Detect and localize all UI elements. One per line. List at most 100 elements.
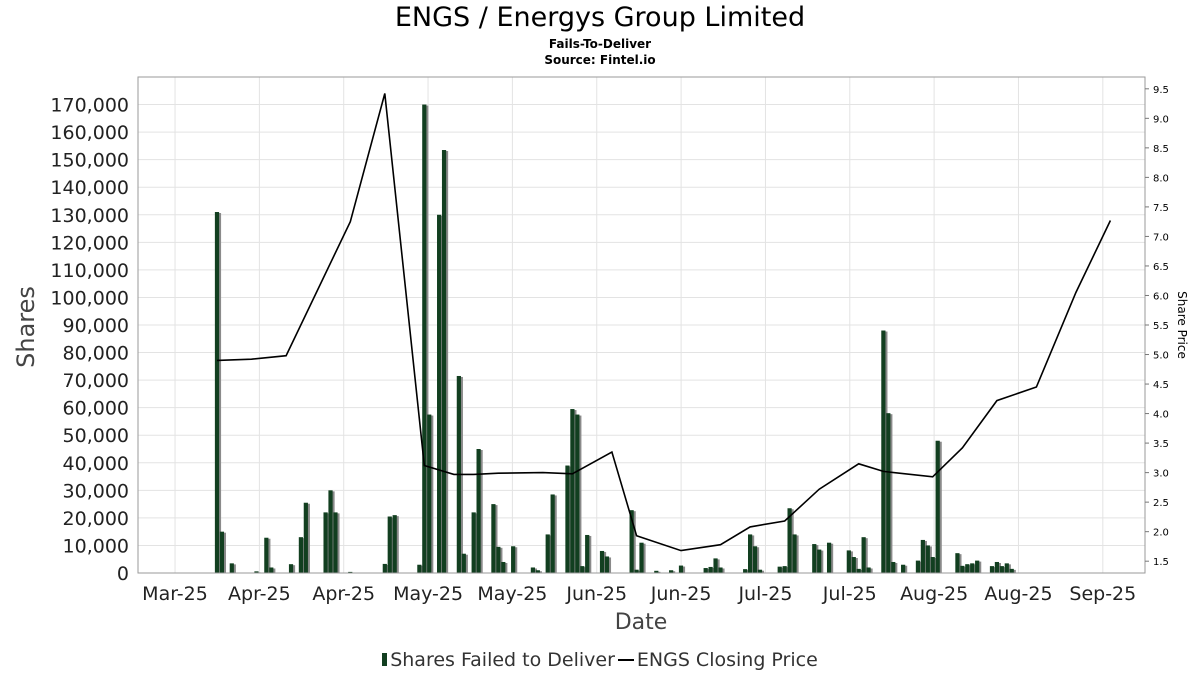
x-tick-label: Aug-25 xyxy=(984,583,1052,605)
ftd-bar xyxy=(999,566,1004,573)
ftd-bar xyxy=(441,150,447,573)
ftd-bar xyxy=(387,516,392,573)
x-tick-label: Aug-25 xyxy=(900,583,968,605)
y2-tick-label: 2.0 xyxy=(1153,528,1169,539)
ftd-bar xyxy=(654,570,659,573)
ftd-bar xyxy=(792,534,797,573)
price-line xyxy=(216,93,1112,552)
ftd-bar xyxy=(254,571,259,573)
y2-tick-label: 9.0 xyxy=(1153,114,1169,125)
ftd-bar xyxy=(229,563,234,573)
ftd-bar xyxy=(678,565,684,573)
ftd-bar xyxy=(777,566,782,573)
y-tick-label: 60,000 xyxy=(63,398,129,420)
x-tick-label: Apr-25 xyxy=(312,583,375,605)
ftd-bar xyxy=(930,557,935,573)
ftd-bar xyxy=(392,515,397,573)
ftd-bar xyxy=(585,534,590,573)
y-tick-label: 140,000 xyxy=(50,177,129,199)
y-tick-label: 160,000 xyxy=(50,122,129,144)
x-tick-label: Jul-25 xyxy=(822,583,877,605)
ftd-bar xyxy=(846,550,851,573)
bar-series xyxy=(214,104,1016,574)
ftd-bar xyxy=(530,567,535,573)
ftd-bar xyxy=(856,568,861,573)
ftd-bar xyxy=(476,449,481,573)
ftd-bar xyxy=(965,564,970,573)
legend: Shares Failed to Deliver ENGS Closing Pri… xyxy=(0,648,1200,671)
y-tick-label: 80,000 xyxy=(63,343,129,365)
y-tick-label: 40,000 xyxy=(63,453,129,475)
ftd-bar xyxy=(851,557,856,573)
price-line-series xyxy=(216,93,1112,552)
ftd-bar xyxy=(989,566,995,573)
ftd-bar xyxy=(955,553,960,573)
ftd-bar xyxy=(545,534,550,573)
ftd-bar xyxy=(629,510,634,573)
ftd-bar xyxy=(496,546,501,573)
y-axis-label: Shares xyxy=(12,286,40,368)
y2-tick-label: 5.0 xyxy=(1153,351,1169,362)
ftd-bar xyxy=(333,512,338,573)
ftd-bar xyxy=(634,569,639,573)
chart-subtitle: Fails-To-Deliver xyxy=(548,37,652,51)
ftd-bar xyxy=(703,568,708,573)
y2-tick-label: 4.5 xyxy=(1153,380,1169,391)
chart-title: ENGS / Energys Group Limited xyxy=(394,2,806,33)
y-tick-label: 120,000 xyxy=(50,232,129,254)
x-tick-label: Jun-25 xyxy=(565,583,627,605)
ftd-bar xyxy=(417,564,422,573)
y2-tick-label: 7.5 xyxy=(1153,203,1169,214)
ftd-bar xyxy=(219,531,225,573)
ftd-bar xyxy=(580,566,585,573)
ftd-bar xyxy=(925,545,930,573)
legend-bar-label: Shares Failed to Deliver xyxy=(390,648,615,671)
y-tick-label: 150,000 xyxy=(50,150,129,172)
ftd-bar xyxy=(437,214,442,573)
ftd-bar xyxy=(970,563,975,573)
ftd-bar xyxy=(782,566,787,573)
y2-tick-label: 8.5 xyxy=(1153,144,1169,155)
ftd-bar xyxy=(288,564,294,573)
ftd-bar xyxy=(461,553,466,573)
y2-tick-label: 3.0 xyxy=(1153,469,1169,480)
ftd-bar xyxy=(718,567,723,573)
ftd-bar xyxy=(511,546,516,573)
legend-line-label: ENGS Closing Price xyxy=(636,648,818,671)
ftd-bar xyxy=(920,539,925,573)
y-tick-label: 170,000 xyxy=(50,95,129,117)
ftd-bar xyxy=(915,560,921,573)
y-tick-label: 130,000 xyxy=(50,205,129,227)
ftd-bar xyxy=(491,504,496,573)
y2-tick-label: 5.5 xyxy=(1153,321,1169,332)
y-tick-label: 90,000 xyxy=(63,315,129,337)
ftd-bar xyxy=(639,542,644,573)
ftd-bar xyxy=(427,414,432,573)
ftd-bar xyxy=(382,563,387,573)
y-tick-label: 50,000 xyxy=(63,425,129,447)
x-tick-label: Jul-25 xyxy=(737,583,792,605)
ftd-bar xyxy=(935,440,940,573)
ftd-bar xyxy=(669,570,674,573)
y2-tick-label: 9.5 xyxy=(1153,85,1169,96)
ftd-bar xyxy=(866,567,871,573)
ftd-bar xyxy=(748,534,753,573)
ftd-bar xyxy=(975,560,980,573)
ftd-bar xyxy=(214,212,220,573)
ftd-bar xyxy=(743,569,748,573)
y2-tick-label: 8.0 xyxy=(1153,173,1169,184)
ftd-bar xyxy=(901,564,906,573)
ftd-bar xyxy=(535,570,540,573)
ftd-bar xyxy=(960,565,965,573)
ftd-bar xyxy=(881,330,886,573)
ftd-bar xyxy=(1004,563,1009,573)
y-tick-label: 10,000 xyxy=(63,535,129,557)
y-tick-label: 30,000 xyxy=(63,480,129,502)
x-tick-label: May-25 xyxy=(393,583,463,605)
y-tick-label: 20,000 xyxy=(63,508,129,530)
ftd-bar xyxy=(817,549,822,573)
ftd-bar xyxy=(565,465,570,573)
x-tick-label: May-25 xyxy=(477,583,547,605)
y2-tick-label: 4.0 xyxy=(1153,410,1169,421)
ftd-bar xyxy=(861,537,866,573)
